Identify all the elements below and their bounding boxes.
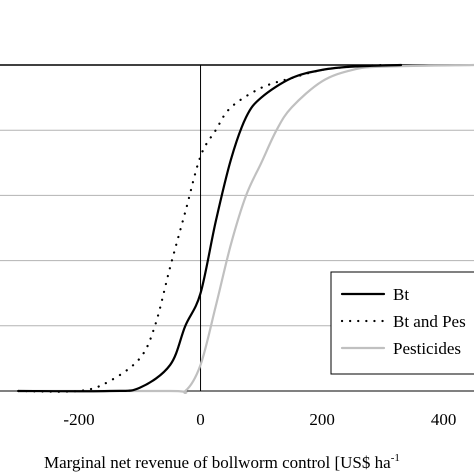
legend-items: Bt Bt and Pes Pesticides (340, 285, 466, 358)
x-axis-title: Marginal net revenue of bollworm control… (44, 452, 400, 472)
series-line-2 (17, 63, 474, 395)
x-tick-label-1: 0 (196, 410, 205, 429)
x-tick-label-0: -200 (63, 410, 94, 429)
series-group (17, 63, 474, 395)
x-axis-title-superscript: -1 (391, 452, 400, 464)
x-tick-label-2: 200 (309, 410, 335, 429)
legend-label-0: Bt (393, 285, 409, 304)
x-tick-label-3: 400 (431, 410, 457, 429)
legend-box (330, 271, 474, 375)
x-axis-title-text: Marginal net revenue of bollworm control… (44, 453, 391, 472)
series-line-0 (17, 63, 403, 393)
x-tick-labels: -200 0 200 400 (63, 410, 456, 429)
legend-label-1: Bt and Pes (393, 312, 466, 331)
legend: Bt Bt and Pes Pesticides (330, 271, 474, 375)
legend-label-2: Pesticides (393, 339, 461, 358)
